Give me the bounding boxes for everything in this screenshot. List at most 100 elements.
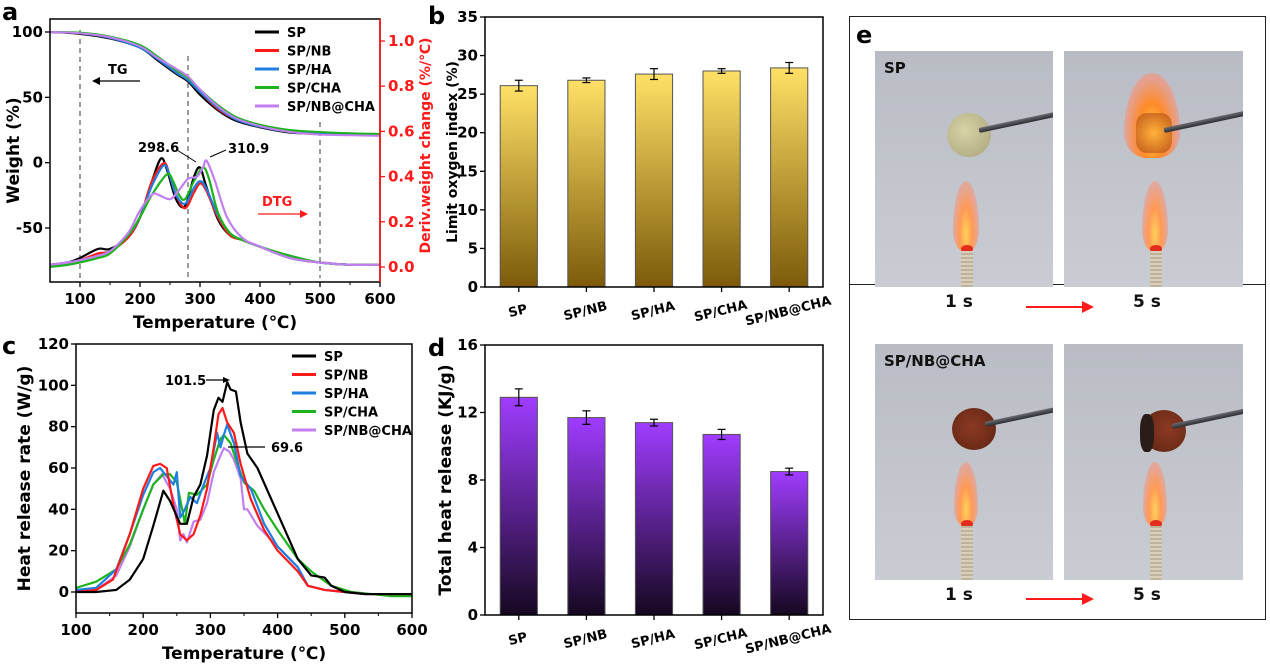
x-tick-label: 200 (128, 621, 159, 639)
legend-label: SP/HA (324, 387, 369, 402)
time-label-1s: 1 s (945, 292, 973, 312)
wick (961, 251, 973, 287)
y-tick-label: 60 (48, 459, 69, 477)
y-tick-label: 16 (457, 336, 478, 354)
legend-label: SP/NB (324, 369, 368, 384)
y-tick-label: 8 (468, 471, 478, 489)
sample-label: SP/NB@CHA (884, 352, 986, 370)
y-tick-label: 120 (38, 335, 69, 353)
y-tick-label: 12 (457, 404, 478, 422)
x-tick-label: 100 (64, 290, 95, 308)
x-tick-label: SP/CHA (693, 626, 749, 654)
sample-label: SP (884, 59, 906, 77)
y-tick-label: 25 (457, 85, 478, 103)
plot-frame (484, 16, 824, 288)
y-tick-label: 0 (468, 606, 478, 624)
wick-ember (1150, 520, 1162, 528)
hrr-line-spnb (75, 406, 412, 596)
legend-label: SP/NB@CHA (287, 100, 375, 115)
bar-spcha (702, 70, 741, 288)
wick-ember (1150, 245, 1162, 253)
x-tick-label: SP/NB (562, 627, 609, 652)
photo-sp-1s: SP (875, 51, 1053, 287)
wick-ember (961, 245, 973, 253)
legend-label: SP/NB@CHA (324, 424, 412, 439)
y-tick-label: 0 (33, 154, 43, 172)
panel-label-c: c (2, 332, 16, 360)
y2-tick-label: 0.0 (388, 258, 415, 276)
arrow-icon (1026, 593, 1094, 605)
y-tick-label: 30 (457, 47, 478, 65)
y2-tick-label: 0.4 (388, 168, 415, 186)
burning-disc (1136, 113, 1172, 153)
legend-label: SP/HA (287, 63, 332, 78)
sample-disc (952, 408, 996, 450)
y2-tick-label: 0.6 (388, 122, 415, 140)
annotation-arrow (209, 149, 227, 158)
annotation-arrowhead-icon (223, 377, 230, 383)
sample-disc (947, 113, 991, 157)
x-tick-label: 500 (329, 621, 360, 639)
annotation-peak-310: 310.9 (228, 142, 269, 157)
bar-sp (499, 396, 538, 616)
annotation-peak-101: 101.5 (165, 374, 206, 389)
x-tick-label: SP/NB@CHA (744, 622, 833, 658)
legend-label: SP (324, 350, 343, 365)
bar-spha (634, 422, 674, 616)
legend-label: SP (287, 26, 306, 41)
tg-label: TG (108, 63, 128, 78)
x-tick-label: SP/HA (630, 299, 677, 324)
y-tick-label: 15 (457, 162, 478, 180)
x-tick-label: SP (507, 302, 529, 321)
x-tick-label: 600 (396, 621, 427, 639)
y-tick-label: 20 (457, 124, 478, 142)
y-tick-label: 100 (38, 376, 69, 394)
x-tick-label: SP (507, 630, 529, 649)
bar-spnbcha (770, 471, 809, 616)
panel-c-hrr-chart: 100 200 300 400 500 600 0 20 40 60 80 100 120 Tempera… (15, 335, 428, 664)
annotation-peak-69: 69.6 (271, 441, 303, 456)
y-tick-label: 50 (22, 88, 43, 106)
x-tick-label: 400 (262, 621, 293, 639)
y-tick-label: 100 (12, 23, 43, 41)
dtg-arrowhead-icon (300, 210, 308, 218)
wick-ember (961, 520, 973, 528)
wick (1150, 526, 1162, 580)
arrow-icon (1026, 301, 1094, 313)
y-tick-label: 10 (457, 201, 478, 219)
legend-label: SP/CHA (287, 82, 341, 97)
y-tick-label: 20 (48, 542, 69, 560)
bar-spnbcha (770, 67, 809, 288)
hrr-line-spcha (75, 433, 412, 598)
x-tick-label: SP/HA (630, 627, 677, 652)
x-tick-label: SP/CHA (693, 298, 749, 326)
y-axis-title: Heat release rate (W/g) (15, 366, 35, 592)
x-tick-label: 400 (244, 290, 275, 308)
photo-spnbcha-5s (1064, 344, 1243, 580)
y-tick-label: 4 (468, 539, 478, 557)
panel-label-e: e (856, 21, 873, 49)
bar-sp (499, 85, 538, 288)
photo-sp-5s (1064, 51, 1243, 287)
tweezer (978, 110, 1053, 133)
time-label-5s: 5 s (1133, 292, 1161, 312)
bar-spnb (567, 417, 606, 616)
x-tick-label: 100 (60, 621, 91, 639)
panel-label-b: b (428, 2, 445, 30)
legend-label: SP/CHA (324, 406, 378, 421)
wick (1150, 251, 1162, 287)
panel-label-a: a (2, 0, 18, 26)
annotation-arrow (176, 149, 197, 163)
tg-line-spnbcha (49, 31, 381, 137)
bar-spcha (702, 433, 741, 616)
y-tick-label: 5 (468, 239, 478, 257)
y-tick-label: 35 (457, 8, 478, 26)
panel-label-d: d (428, 334, 445, 362)
legend-label: SP/NB (287, 45, 331, 60)
x-tick-label: 300 (195, 621, 226, 639)
dtg-line-spnbcha (49, 159, 381, 267)
x-tick-label: SP/NB (562, 299, 609, 324)
panel-e-flame-test: e (849, 16, 1266, 285)
